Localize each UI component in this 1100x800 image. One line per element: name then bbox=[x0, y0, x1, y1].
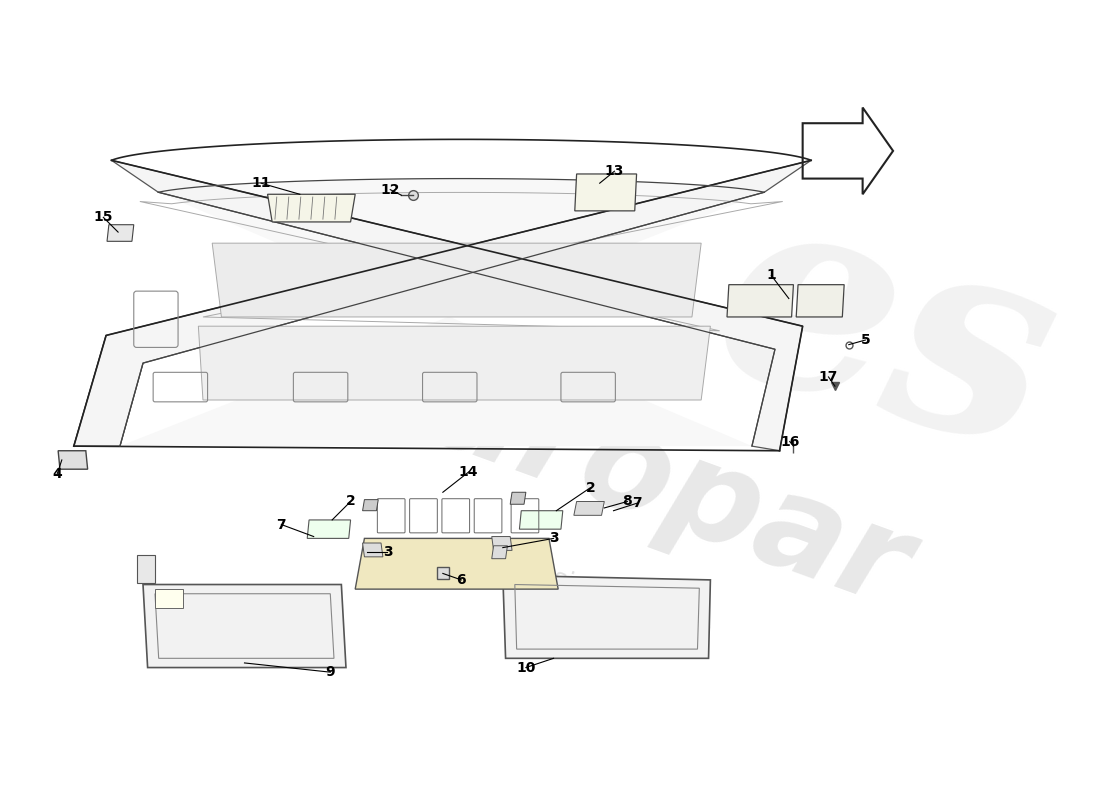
Polygon shape bbox=[136, 555, 155, 582]
Polygon shape bbox=[363, 500, 378, 510]
Text: 6: 6 bbox=[456, 573, 466, 587]
Polygon shape bbox=[120, 178, 764, 446]
Text: 11: 11 bbox=[251, 176, 271, 190]
Polygon shape bbox=[212, 243, 701, 317]
Text: 15: 15 bbox=[94, 210, 113, 224]
Polygon shape bbox=[143, 585, 346, 667]
Text: 7: 7 bbox=[276, 518, 286, 531]
Text: 5: 5 bbox=[860, 333, 870, 347]
Polygon shape bbox=[198, 326, 711, 400]
Polygon shape bbox=[355, 538, 558, 589]
Text: 2: 2 bbox=[345, 494, 355, 509]
Text: 12: 12 bbox=[381, 182, 400, 197]
Text: 8: 8 bbox=[623, 494, 632, 509]
Polygon shape bbox=[363, 543, 383, 557]
Text: 17: 17 bbox=[818, 370, 838, 384]
Polygon shape bbox=[492, 537, 512, 550]
Polygon shape bbox=[574, 502, 604, 515]
Text: 9: 9 bbox=[326, 665, 336, 679]
Polygon shape bbox=[267, 194, 355, 222]
Polygon shape bbox=[74, 335, 143, 446]
Polygon shape bbox=[503, 575, 711, 658]
Polygon shape bbox=[519, 510, 563, 529]
FancyBboxPatch shape bbox=[155, 589, 183, 607]
Text: 2: 2 bbox=[585, 481, 595, 494]
Text: 4: 4 bbox=[53, 467, 62, 481]
Text: 13: 13 bbox=[605, 164, 624, 178]
Polygon shape bbox=[575, 174, 637, 211]
Text: 1: 1 bbox=[767, 269, 777, 282]
Text: a passion for parts: a passion for parts bbox=[486, 542, 714, 645]
Polygon shape bbox=[492, 546, 507, 558]
Text: 16: 16 bbox=[780, 434, 800, 449]
Polygon shape bbox=[58, 450, 88, 469]
Text: europar: europar bbox=[329, 314, 925, 634]
Text: 14: 14 bbox=[459, 465, 478, 479]
Polygon shape bbox=[74, 160, 811, 446]
Polygon shape bbox=[727, 285, 793, 317]
Polygon shape bbox=[111, 160, 803, 450]
Text: 3: 3 bbox=[383, 546, 393, 559]
Text: 3: 3 bbox=[549, 531, 559, 546]
Text: es: es bbox=[690, 162, 1081, 509]
Text: 10: 10 bbox=[516, 661, 536, 674]
Polygon shape bbox=[107, 225, 134, 242]
Polygon shape bbox=[510, 492, 526, 504]
Polygon shape bbox=[307, 520, 351, 538]
Text: 7: 7 bbox=[631, 496, 641, 510]
Polygon shape bbox=[796, 285, 844, 317]
